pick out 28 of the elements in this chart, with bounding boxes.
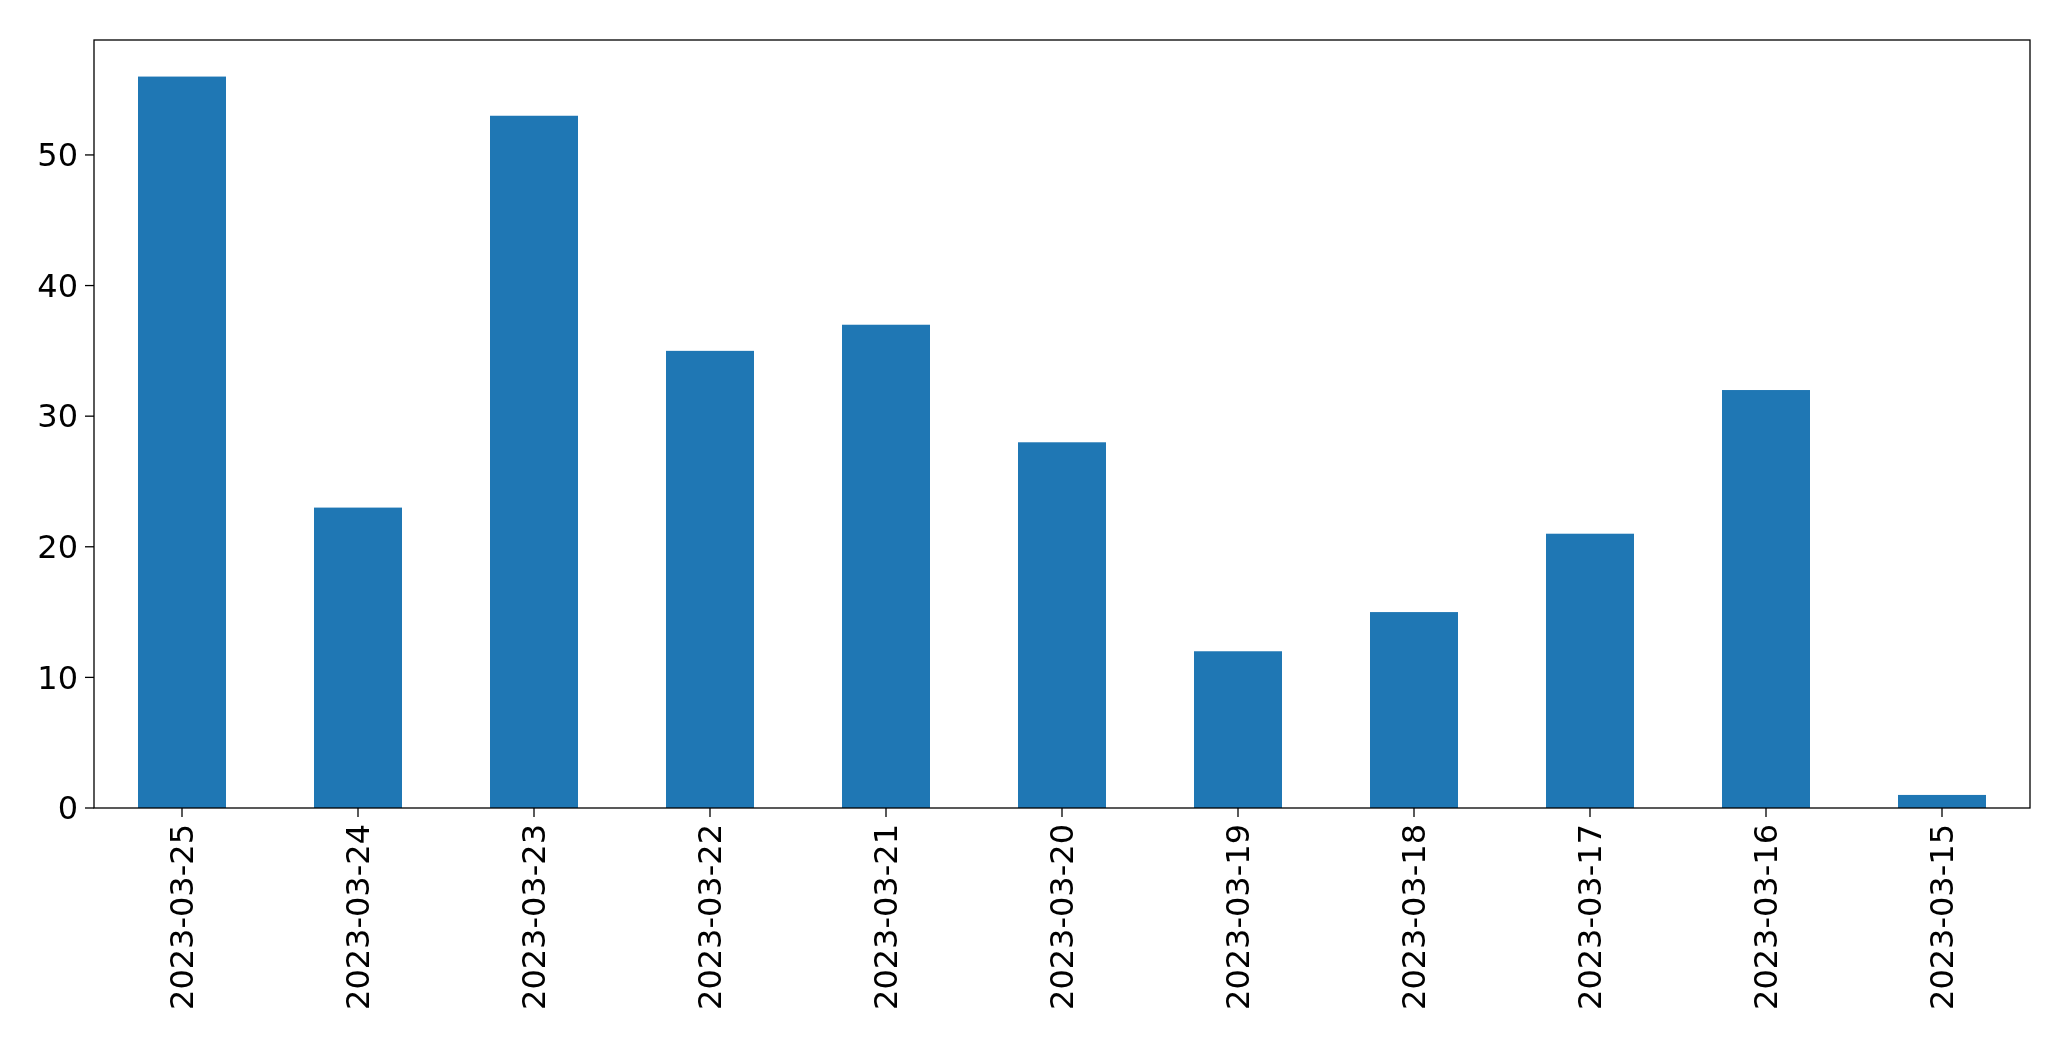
x-tick-label: 2023-03-16 xyxy=(1747,824,1786,1010)
y-tick-label: 30 xyxy=(37,397,78,436)
x-tick-label: 2023-03-17 xyxy=(1571,824,1610,1010)
bar xyxy=(314,507,402,808)
bar xyxy=(1370,612,1458,808)
y-tick-label: 10 xyxy=(37,658,78,697)
bar xyxy=(1722,390,1810,808)
y-tick-label: 40 xyxy=(37,266,78,305)
bar xyxy=(138,76,226,808)
y-tick-label: 0 xyxy=(57,789,78,828)
x-tick-label: 2023-03-15 xyxy=(1923,824,1962,1010)
x-tick-label: 2023-03-19 xyxy=(1219,824,1258,1010)
x-tick-label: 2023-03-20 xyxy=(1043,824,1082,1010)
x-tick-label: 2023-03-21 xyxy=(867,824,906,1010)
bar xyxy=(490,115,578,808)
y-tick-label: 20 xyxy=(37,527,78,566)
bar xyxy=(1546,533,1634,808)
bar xyxy=(1194,651,1282,808)
bar xyxy=(1898,794,1986,808)
x-tick-label: 2023-03-18 xyxy=(1395,824,1434,1010)
x-tick-label: 2023-03-22 xyxy=(691,824,730,1010)
bar xyxy=(666,350,754,808)
x-tick-label: 2023-03-23 xyxy=(515,824,554,1010)
x-tick-label: 2023-03-25 xyxy=(163,824,202,1010)
y-tick-label: 50 xyxy=(37,136,78,175)
bar xyxy=(842,324,930,808)
bar xyxy=(1018,442,1106,808)
x-tick-label: 2023-03-24 xyxy=(339,824,378,1010)
